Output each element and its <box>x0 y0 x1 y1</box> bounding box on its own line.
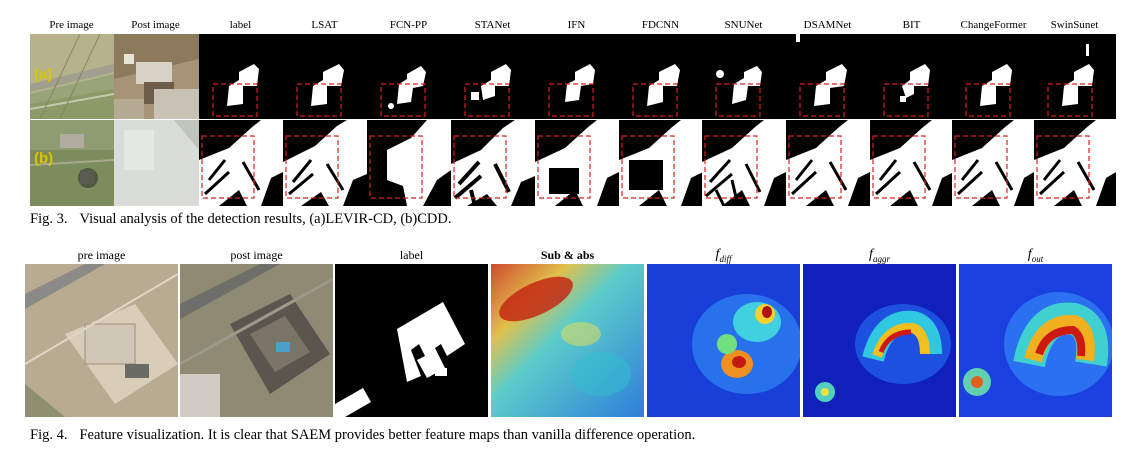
fig3b-mask-dsamnet <box>786 120 870 206</box>
row-label-a: (a) <box>34 66 53 83</box>
fig3b-mask-stanet <box>451 120 535 206</box>
fig3a-mask-swinsunet <box>1034 34 1116 119</box>
fig3-caption-text: Visual analysis of the detection results… <box>79 211 452 227</box>
fig3a-mask-fdcnn <box>619 34 703 119</box>
fig3b-post-image <box>114 120 199 206</box>
fig4-column-headers: pre image post image label Sub & abs fdi… <box>25 247 1115 265</box>
fig4-label <box>335 264 488 417</box>
fig4-caption-label: Fig. 4. <box>30 427 68 443</box>
fig3-header-bit: BIT <box>902 19 921 31</box>
fig3b-pre-image: (b) <box>30 120 114 206</box>
fig4-header-sub-abs: Sub & abs <box>540 248 595 262</box>
f-out-sub: out <box>1031 253 1044 264</box>
f-diff-sub: diff <box>719 253 732 264</box>
fig3a-post-image <box>114 34 199 119</box>
fig3a-mask-lsat <box>283 34 367 119</box>
fig4-caption: Fig. 4. Feature visualization. It is clea… <box>30 427 695 444</box>
fig3b-mask-ifn <box>535 120 619 206</box>
fig4-post-image <box>180 264 333 417</box>
fig3a-mask-bit <box>870 34 954 119</box>
fig3-header-post-image: Post image <box>131 19 180 31</box>
fig3-header-changeformer: ChangeFormer <box>960 19 1027 31</box>
fig3-header-lsat: LSAT <box>311 19 338 31</box>
fig3b-mask-fdcnn <box>619 120 703 206</box>
fig3-header-dsamnet: DSAMNet <box>803 19 852 31</box>
fig3b-mask-bit <box>870 120 954 206</box>
row-label-b: (b) <box>34 150 54 167</box>
fig4-sub-abs-map <box>491 264 644 417</box>
fig3a-mask-changeformer <box>952 34 1034 119</box>
fig3a-mask-label <box>199 34 283 119</box>
fig3a-mask-fcn-pp <box>367 34 451 119</box>
fig3-header-fcn-pp: FCN-PP <box>389 19 428 31</box>
fig4-header-f-out: fout <box>959 247 1112 267</box>
fig4-f-aggr-map <box>803 264 956 417</box>
fig3-header-pre-image: Pre image <box>49 19 94 31</box>
fig3a-mask-dsamnet <box>786 34 870 119</box>
fig3-header-fdcnn: FDCNN <box>641 19 680 31</box>
fig4-pre-image <box>25 264 178 417</box>
fig3b-mask-label <box>199 120 283 206</box>
fig4-header-pre-image: pre image <box>77 248 126 262</box>
f-diff-base: f <box>715 247 720 262</box>
f-out-base: f <box>1027 247 1032 262</box>
fig3-header-label: label <box>229 19 252 31</box>
fig4-header-label: label <box>399 248 424 262</box>
fig4-f-out-map <box>959 264 1112 417</box>
fig3-header-snunet: SNUNet <box>724 19 763 31</box>
fig4-image-row <box>25 264 1115 417</box>
fig3b-mask-lsat <box>283 120 367 206</box>
fig3a-mask-stanet <box>451 34 535 119</box>
fig4-caption-text: Feature visualization. It is clear that … <box>79 427 696 443</box>
fig3b-mask-changeformer <box>952 120 1034 206</box>
fig4-f-diff-map <box>647 264 800 417</box>
fig3-header-stanet: STANet <box>474 19 511 31</box>
f-aggr-base: f <box>869 247 873 262</box>
fig4-header-f-aggr: faggr <box>803 247 956 267</box>
fig3-row-cdd: (b) <box>30 120 1116 206</box>
fig3b-mask-snunet <box>702 120 786 206</box>
fig3a-pre-image: (a) <box>30 34 114 119</box>
fig3-header-swinsunet: SwinSunet <box>1050 19 1099 31</box>
fig4-header-f-diff: fdiff <box>647 247 800 267</box>
fig3b-mask-fcn-pp <box>367 120 451 206</box>
fig3b-mask-swinsunet <box>1034 120 1116 206</box>
fig3-row-levir-cd: (a) <box>30 34 1116 119</box>
fig3a-mask-snunet <box>702 34 786 119</box>
f-aggr-sub: aggr <box>872 253 890 264</box>
fig3-caption: Fig. 3. Visual analysis of the detection … <box>30 211 451 228</box>
fig3-column-headers: Pre image Post image label LSAT FCN-PP S… <box>30 18 1116 34</box>
fig3-caption-label: Fig. 3. <box>30 211 68 227</box>
fig4-header-post-image: post image <box>230 248 283 262</box>
fig3-header-ifn: IFN <box>567 19 586 31</box>
fig3a-mask-ifn <box>535 34 619 119</box>
